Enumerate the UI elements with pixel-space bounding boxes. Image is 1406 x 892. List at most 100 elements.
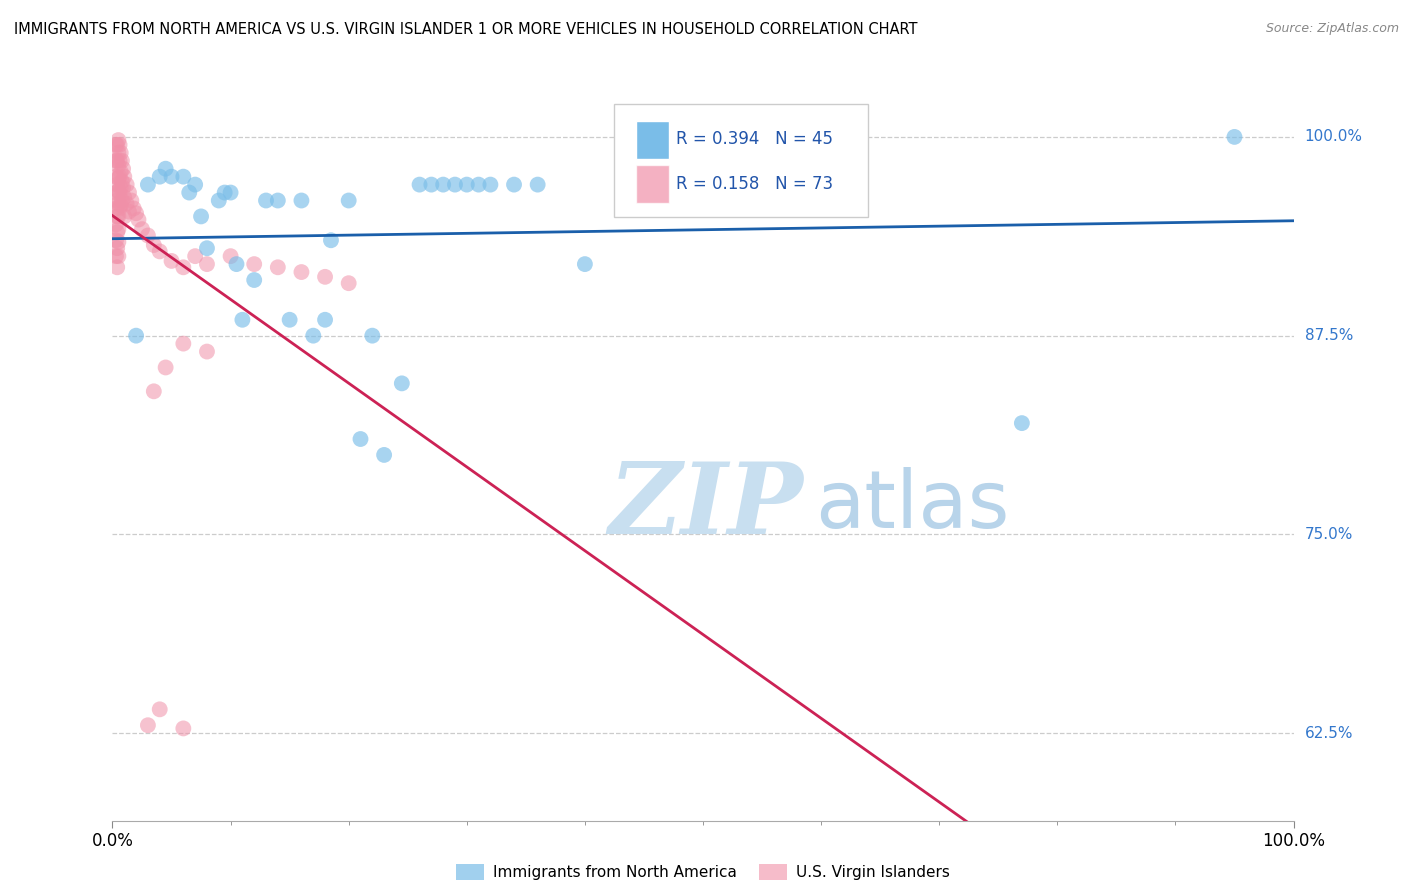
- Point: [184, 249, 207, 263]
- Point: [337, 276, 360, 290]
- Point: [190, 210, 212, 224]
- Point: [105, 210, 128, 224]
- Point: [105, 241, 128, 255]
- Point: [110, 165, 132, 179]
- Point: [105, 194, 128, 208]
- Point: [125, 206, 148, 220]
- Text: atlas: atlas: [815, 467, 1010, 545]
- Point: [131, 222, 153, 236]
- Point: [149, 244, 172, 259]
- Point: [243, 273, 266, 287]
- Point: [349, 432, 371, 446]
- Point: [172, 260, 194, 275]
- Point: [136, 178, 159, 192]
- Point: [254, 194, 277, 208]
- Point: [444, 178, 467, 192]
- Point: [142, 384, 165, 399]
- Point: [337, 194, 360, 208]
- Point: [122, 202, 145, 216]
- Point: [155, 161, 177, 176]
- Point: [692, 178, 714, 192]
- Point: [160, 169, 183, 184]
- Point: [118, 186, 141, 200]
- Point: [112, 161, 135, 176]
- Point: [361, 328, 384, 343]
- Point: [420, 178, 443, 192]
- Point: [125, 328, 148, 343]
- Point: [408, 178, 430, 192]
- Point: [225, 257, 247, 271]
- Point: [112, 210, 135, 224]
- Point: [208, 194, 231, 208]
- Point: [107, 210, 129, 224]
- Point: [115, 178, 138, 192]
- Point: [108, 186, 131, 200]
- Point: [1223, 129, 1246, 144]
- Point: [267, 260, 290, 275]
- Point: [111, 174, 134, 188]
- Point: [136, 228, 159, 243]
- Point: [118, 204, 141, 219]
- Point: [105, 153, 128, 168]
- Point: [107, 133, 129, 147]
- Point: [107, 196, 129, 211]
- Point: [155, 360, 177, 375]
- Text: 62.5%: 62.5%: [1305, 726, 1353, 740]
- Point: [391, 376, 413, 391]
- Point: [668, 178, 690, 192]
- Point: [107, 145, 129, 160]
- Point: [127, 212, 149, 227]
- Point: [110, 181, 132, 195]
- Point: [112, 190, 135, 204]
- Point: [195, 241, 218, 255]
- Point: [107, 171, 129, 186]
- Point: [105, 218, 128, 232]
- Point: [467, 178, 489, 192]
- Point: [105, 249, 128, 263]
- Point: [120, 194, 142, 208]
- Point: [112, 181, 135, 195]
- Legend: Immigrants from North America, U.S. Virgin Islanders: Immigrants from North America, U.S. Virg…: [450, 858, 956, 886]
- Point: [105, 153, 128, 168]
- Point: [456, 178, 478, 192]
- Point: [108, 202, 131, 216]
- Point: [105, 233, 128, 247]
- FancyBboxPatch shape: [614, 103, 869, 218]
- Point: [716, 178, 738, 192]
- Point: [111, 153, 134, 168]
- Point: [810, 178, 832, 192]
- Point: [160, 254, 183, 268]
- Point: [219, 249, 242, 263]
- Point: [302, 328, 325, 343]
- Text: IMMIGRANTS FROM NORTH AMERICA VS U.S. VIRGIN ISLANDER 1 OR MORE VEHICLES IN HOUS: IMMIGRANTS FROM NORTH AMERICA VS U.S. VI…: [14, 22, 918, 37]
- Point: [526, 178, 548, 192]
- Point: [319, 233, 342, 247]
- Point: [107, 184, 129, 198]
- Point: [179, 186, 201, 200]
- Point: [105, 137, 128, 152]
- Point: [432, 178, 454, 192]
- Point: [105, 178, 128, 192]
- Text: R = 0.394   N = 45: R = 0.394 N = 45: [676, 130, 832, 148]
- Point: [105, 169, 128, 184]
- Point: [172, 722, 194, 736]
- Point: [503, 178, 526, 192]
- Point: [290, 194, 312, 208]
- Point: [110, 145, 132, 160]
- Point: [278, 312, 301, 326]
- Point: [267, 194, 290, 208]
- Point: [195, 257, 218, 271]
- Point: [111, 194, 134, 208]
- Point: [172, 169, 194, 184]
- Point: [107, 235, 129, 249]
- Point: [136, 718, 159, 732]
- Point: [107, 159, 129, 173]
- Point: [574, 257, 596, 271]
- Point: [142, 238, 165, 252]
- Point: [314, 312, 336, 326]
- Point: [219, 186, 242, 200]
- Text: 75.0%: 75.0%: [1305, 527, 1353, 542]
- Bar: [636, 120, 669, 159]
- Point: [105, 225, 128, 239]
- Point: [621, 178, 644, 192]
